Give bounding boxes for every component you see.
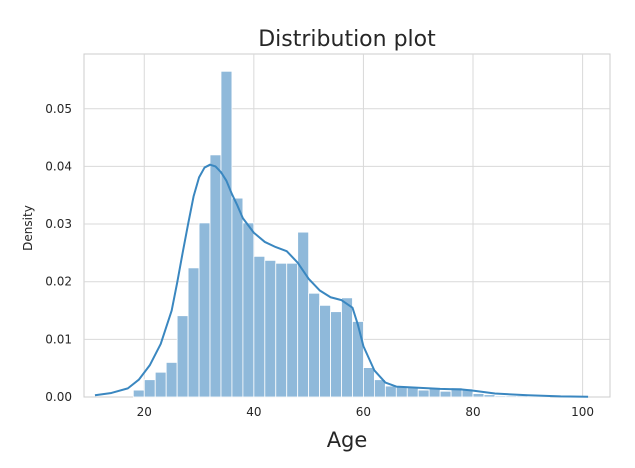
x-tick-label: 40 — [246, 405, 261, 419]
histogram-bar — [132, 389, 145, 398]
histogram-bar — [352, 321, 364, 398]
histogram-bar — [198, 222, 211, 398]
y-tick-label: 0.01 — [45, 332, 72, 346]
histogram-bar — [165, 362, 178, 398]
histogram-bar — [483, 394, 496, 398]
y-tick-labels: 0.00 0.01 0.02 0.03 0.04 0.05 — [45, 102, 72, 404]
histogram-bar — [395, 386, 408, 398]
histogram-bar — [187, 267, 200, 398]
kde-curve — [94, 163, 589, 398]
histogram-bar — [297, 231, 310, 398]
histogram-bar — [154, 371, 167, 398]
y-tick-label: 0.03 — [45, 217, 72, 231]
histogram-bar — [264, 259, 277, 398]
histogram-bar — [494, 395, 507, 398]
y-tick-label: 0.02 — [45, 275, 72, 289]
histogram-bar — [363, 367, 375, 398]
histogram-bar — [439, 390, 452, 398]
histogram-bar — [275, 262, 288, 398]
histogram-bar — [330, 311, 342, 398]
y-axis-label: Density — [21, 205, 35, 251]
histogram-bar — [341, 297, 353, 398]
histogram-bar — [319, 304, 331, 398]
histogram-bar — [231, 197, 244, 398]
histogram-bar — [253, 255, 266, 398]
histogram-bar — [286, 262, 299, 398]
x-tick-label: 60 — [356, 405, 371, 419]
histogram-bar — [209, 154, 222, 398]
x-tick-label: 20 — [137, 405, 152, 419]
x-tick-label: 80 — [465, 405, 480, 419]
histogram-bar — [176, 315, 189, 398]
histogram-bar — [384, 385, 397, 398]
histogram-bar — [242, 222, 255, 398]
histogram-bar — [472, 393, 485, 398]
histogram-bar — [417, 389, 430, 398]
histogram-bar — [373, 379, 386, 398]
x-axis-label: Age — [327, 428, 368, 452]
histogram-bars — [132, 70, 551, 398]
histogram-bar — [308, 292, 321, 398]
histogram-bar — [143, 379, 156, 398]
chart-title: Distribution plot — [258, 27, 436, 52]
y-tick-label: 0.04 — [45, 159, 72, 173]
histogram-bar — [461, 388, 474, 398]
histogram-bar — [505, 395, 518, 398]
x-tick-labels: 20 40 60 80 100 — [137, 405, 594, 419]
x-tick-label: 100 — [571, 405, 594, 419]
y-tick-label: 0.00 — [45, 390, 72, 404]
y-tick-label: 0.05 — [45, 102, 72, 116]
histogram-bar — [220, 70, 233, 398]
